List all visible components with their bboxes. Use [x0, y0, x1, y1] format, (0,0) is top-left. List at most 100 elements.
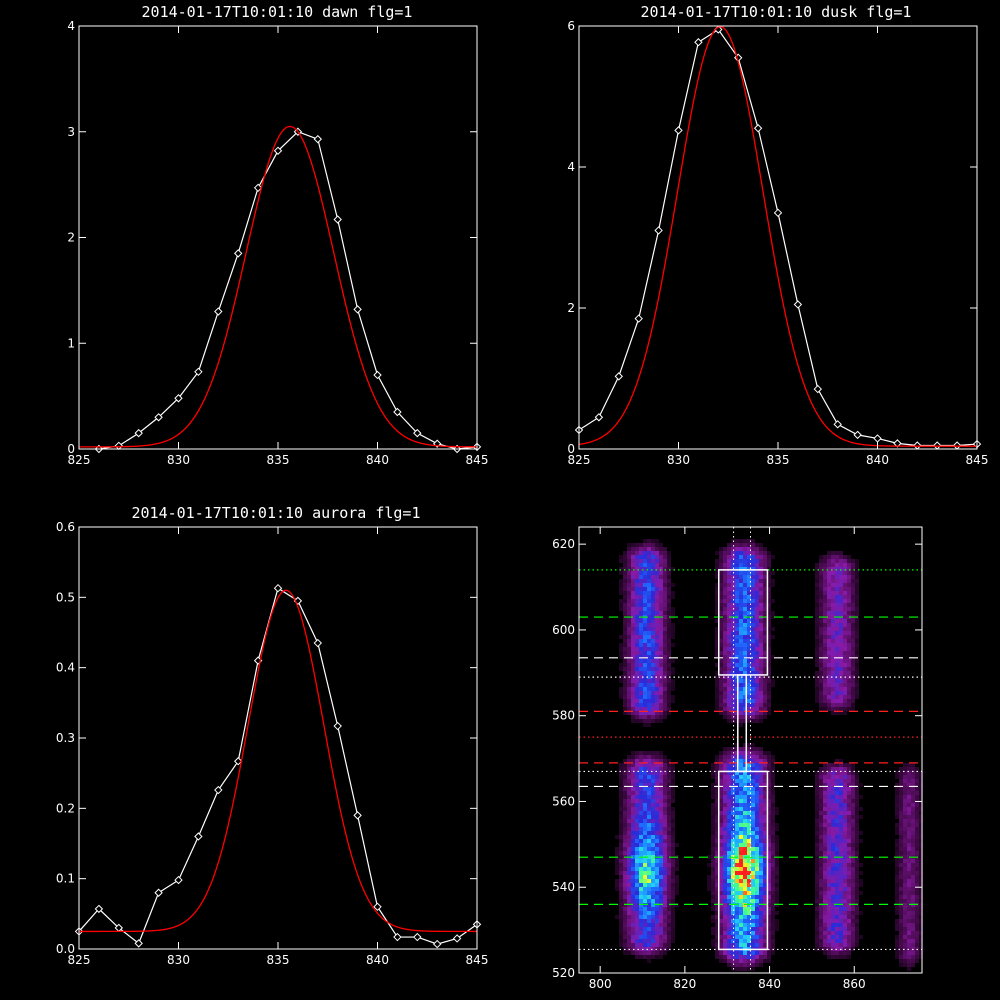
image-pixel — [771, 767, 775, 771]
image-pixel — [631, 911, 635, 915]
image-pixel — [735, 671, 739, 675]
y-tick-label: 6 — [567, 19, 575, 33]
image-pixel — [823, 903, 827, 907]
image-pixel — [763, 755, 767, 759]
image-pixel — [767, 575, 771, 579]
image-pixel — [743, 547, 747, 551]
image-pixel — [627, 811, 631, 815]
image-pixel — [747, 875, 751, 879]
image-pixel — [743, 543, 747, 547]
image-pixel — [635, 699, 639, 703]
image-pixel — [903, 775, 907, 779]
image-pixel — [839, 827, 843, 831]
image-pixel — [627, 951, 631, 955]
image-pixel — [615, 915, 619, 919]
image-pixel — [751, 591, 755, 595]
image-pixel — [831, 887, 835, 891]
image-pixel — [727, 875, 731, 879]
image-pixel — [727, 923, 731, 927]
image-pixel — [855, 839, 859, 843]
image-pixel — [823, 703, 827, 707]
image-pixel — [851, 799, 855, 803]
image-pixel — [855, 651, 859, 655]
image-pixel — [851, 579, 855, 583]
image-pixel — [839, 567, 843, 571]
image-pixel — [623, 935, 627, 939]
image-pixel — [847, 791, 851, 795]
image-pixel — [667, 795, 671, 799]
image-pixel — [659, 619, 663, 623]
image-pixel — [735, 747, 739, 751]
image-pixel — [623, 567, 627, 571]
image-pixel — [727, 715, 731, 719]
image-pixel — [663, 807, 667, 811]
image-pixel — [715, 651, 719, 655]
image-pixel — [631, 659, 635, 663]
image-pixel — [647, 575, 651, 579]
image-pixel — [843, 775, 847, 779]
image-pixel — [835, 863, 839, 867]
image-pixel — [767, 895, 771, 899]
image-pixel — [663, 951, 667, 955]
image-pixel — [823, 763, 827, 767]
image-pixel — [627, 779, 631, 783]
image-pixel — [619, 863, 623, 867]
image-pixel — [847, 583, 851, 587]
image-pixel — [739, 907, 743, 911]
image-pixel — [723, 903, 727, 907]
image-pixel — [631, 759, 635, 763]
image-pixel — [855, 819, 859, 823]
image-pixel — [843, 935, 847, 939]
image-pixel — [755, 923, 759, 927]
image-pixel — [651, 627, 655, 631]
image-pixel — [735, 787, 739, 791]
image-pixel — [759, 819, 763, 823]
image-pixel — [655, 779, 659, 783]
image-pixel — [767, 899, 771, 903]
image-pixel — [839, 891, 843, 895]
image-pixel — [843, 903, 847, 907]
image-pixel — [643, 683, 647, 687]
image-pixel — [643, 927, 647, 931]
image-pixel — [895, 883, 899, 887]
image-pixel — [847, 643, 851, 647]
image-pixel — [735, 663, 739, 667]
image-pixel — [723, 579, 727, 583]
image-pixel — [751, 919, 755, 923]
image-pixel — [663, 863, 667, 867]
image-pixel — [711, 771, 715, 775]
image-pixel — [903, 963, 907, 967]
image-pixel — [819, 907, 823, 911]
image-pixel — [915, 887, 919, 891]
image-pixel — [819, 659, 823, 663]
image-pixel — [663, 851, 667, 855]
image-pixel — [899, 827, 903, 831]
image-pixel — [735, 683, 739, 687]
image-pixel — [671, 879, 675, 883]
image-pixel — [847, 827, 851, 831]
image-pixel — [823, 819, 827, 823]
image-pixel — [827, 811, 831, 815]
image-pixel — [763, 571, 767, 575]
image-pixel — [771, 835, 775, 839]
image-pixel — [915, 851, 919, 855]
image-pixel — [631, 555, 635, 559]
image-pixel — [899, 955, 903, 959]
image-pixel — [847, 907, 851, 911]
image-pixel — [915, 919, 919, 923]
image-pixel — [839, 563, 843, 567]
image-pixel — [727, 747, 731, 751]
image-pixel — [659, 879, 663, 883]
image-pixel — [671, 815, 675, 819]
image-pixel — [747, 623, 751, 627]
image-pixel — [747, 671, 751, 675]
image-pixel — [631, 775, 635, 779]
image-pixel — [723, 587, 727, 591]
image-pixel — [907, 891, 911, 895]
image-pixel — [667, 711, 671, 715]
image-pixel — [755, 811, 759, 815]
image-pixel — [643, 631, 647, 635]
image-pixel — [751, 595, 755, 599]
data-point — [452, 934, 462, 943]
image-pixel — [831, 847, 835, 851]
